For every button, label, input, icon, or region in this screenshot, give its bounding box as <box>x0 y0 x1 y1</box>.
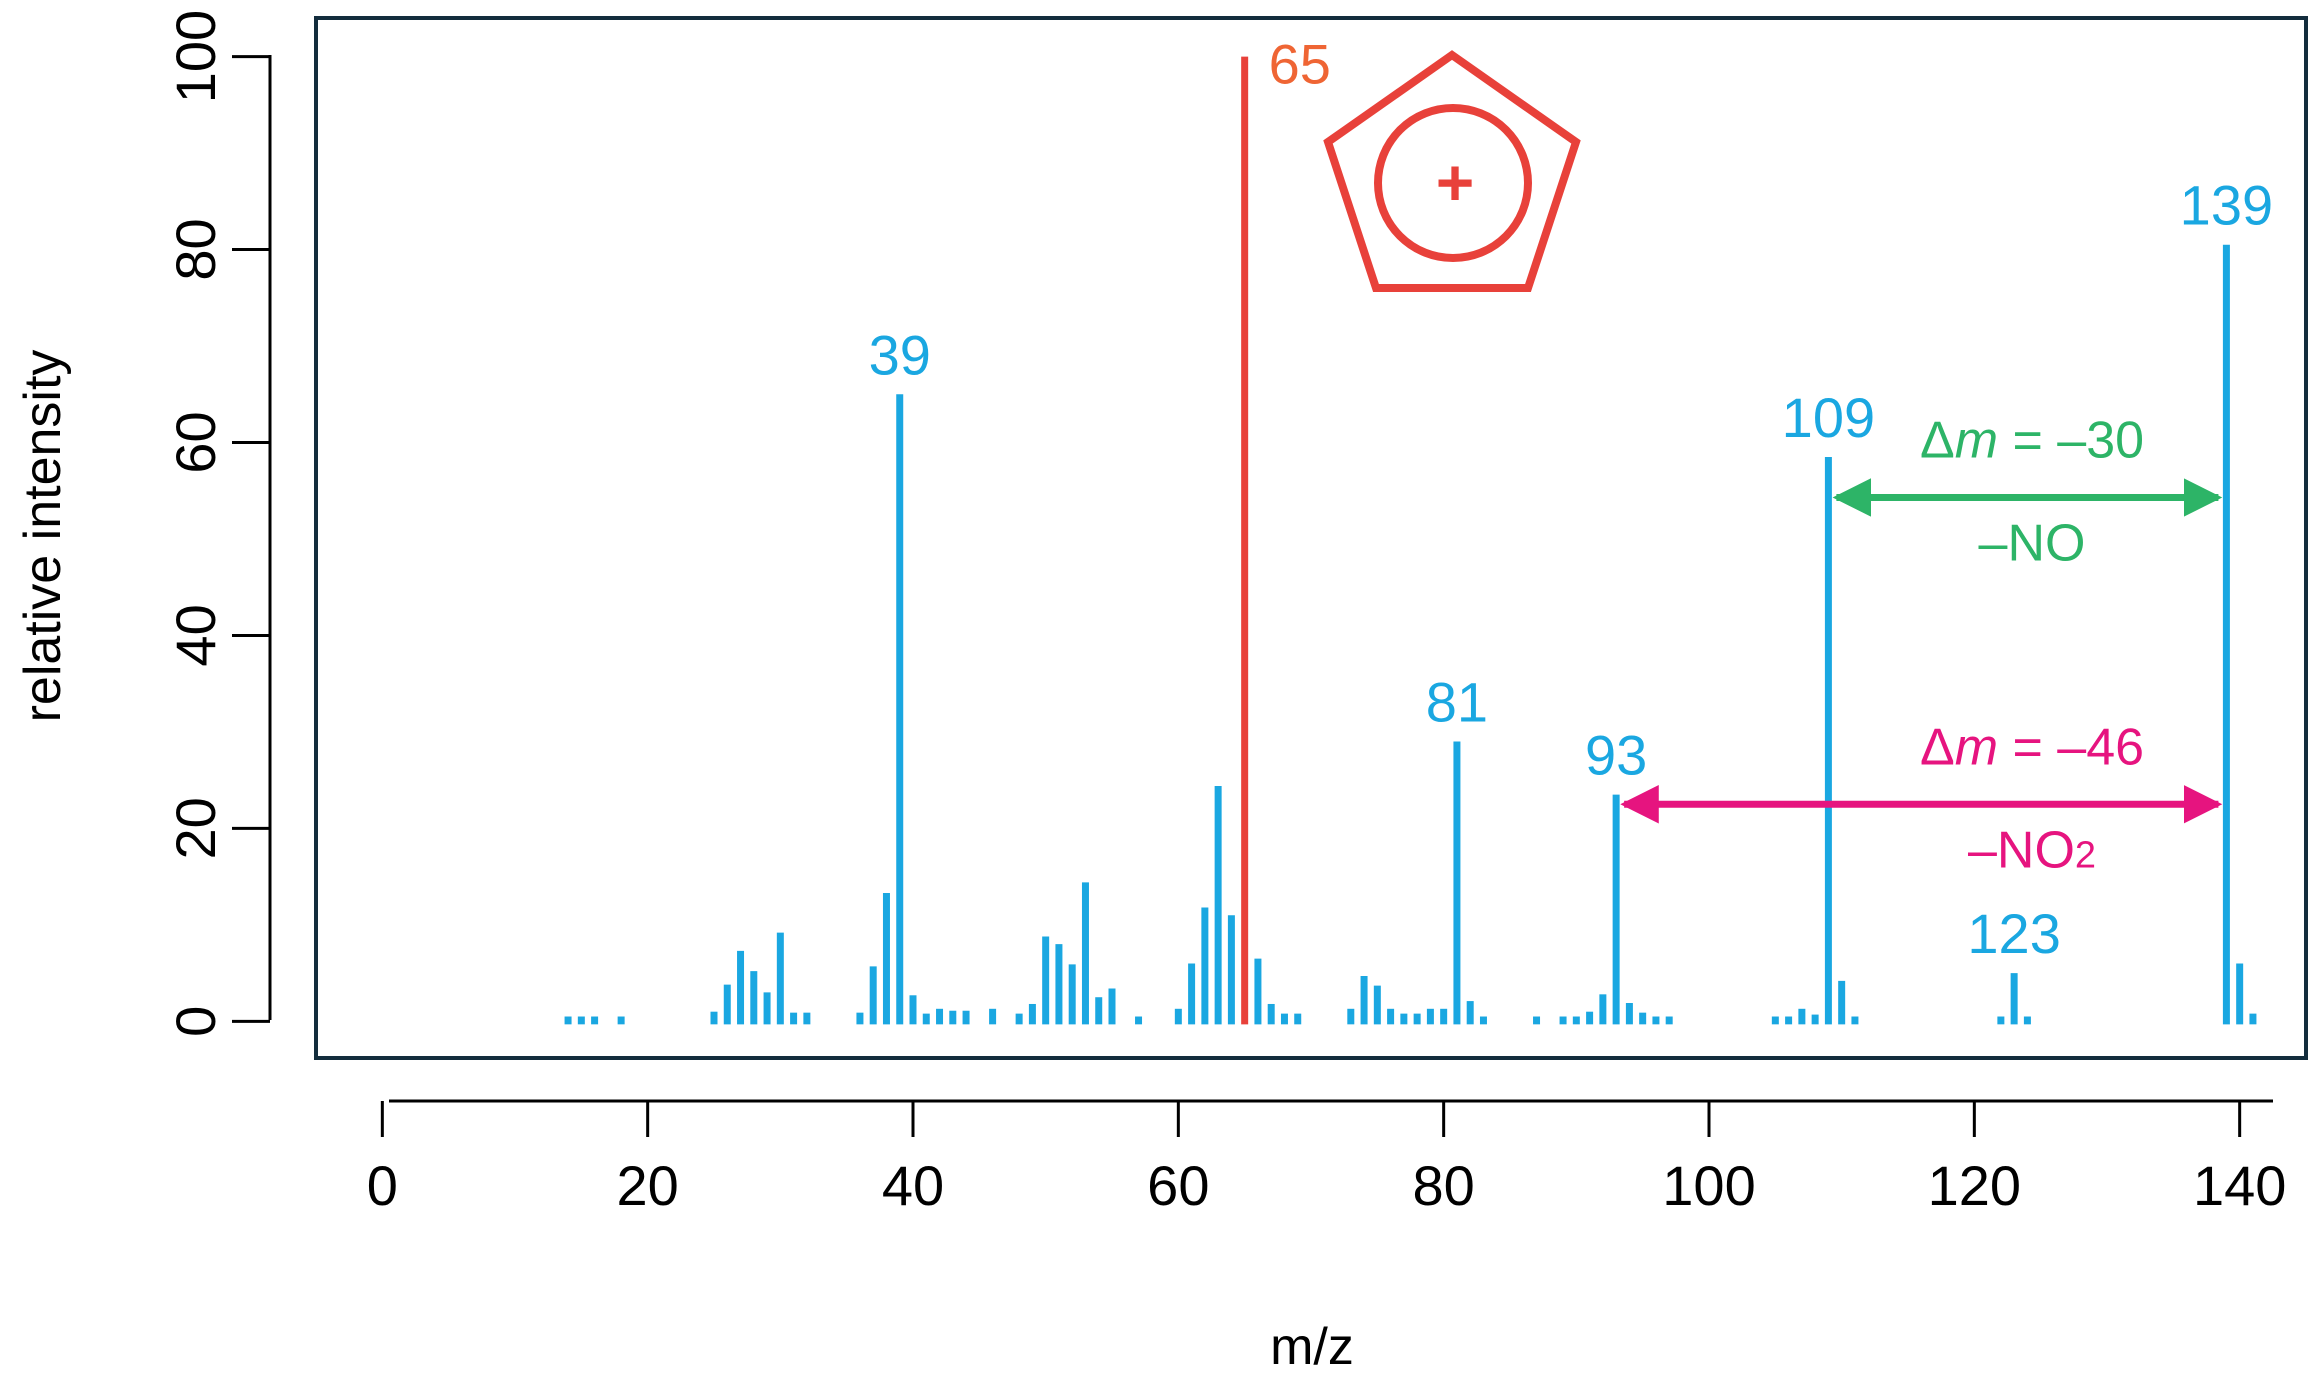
loss-no2-annotation: Δm = –46 –NO2 <box>1620 718 2223 879</box>
y-tick-label: 0 <box>164 1006 227 1037</box>
base-peak-label: 65 <box>1269 33 1331 96</box>
loss-no-delta-var: m <box>1955 411 1998 469</box>
loss-no-annotation: Δm = –30 –NO <box>1832 411 2223 572</box>
loss-no-delta-value: = –30 <box>1998 411 2144 469</box>
pentagon-ring <box>1323 50 1581 292</box>
charge-symbol: + <box>1436 145 1475 219</box>
loss-no-fragment-label: –NO <box>1979 514 2086 572</box>
peak-label-mz-109: 109 <box>1782 386 1875 449</box>
x-tick-label: 100 <box>1662 1154 1755 1217</box>
x-tick-label: 80 <box>1413 1154 1475 1217</box>
x-axis-title: m/z <box>1270 1318 1354 1376</box>
aromatic-circle <box>1374 104 1532 262</box>
y-axis-title: relative intensity <box>14 350 72 723</box>
x-tick-label: 40 <box>882 1154 944 1217</box>
loss-no-delta-prefix: Δ <box>1920 411 1955 469</box>
y-tick-label: 80 <box>164 218 227 280</box>
loss-no2-fragment-main: –NO <box>1968 821 2075 879</box>
x-tick-label: 60 <box>1147 1154 1209 1217</box>
y-tick-label: 20 <box>164 797 227 859</box>
plot-frame <box>314 16 2308 1060</box>
peak-label-mz-123: 123 <box>1967 902 2060 965</box>
x-tick-label: 20 <box>617 1154 679 1217</box>
loss-no2-delta-prefix: Δ <box>1920 718 1955 776</box>
y-tick-label: 100 <box>164 10 227 103</box>
x-tick-label: 120 <box>1928 1154 2021 1217</box>
y-tick-label: 40 <box>164 604 227 666</box>
cyclopentadienyl-structure: + <box>1323 50 1581 292</box>
loss-no2-fragment-subscript: 2 <box>2075 834 2096 876</box>
y-tick-label: 60 <box>164 411 227 473</box>
loss-no2-fragment-label: –NO2 <box>1968 821 2096 879</box>
loss-no2-delta-label: Δm = –46 <box>1920 718 2144 776</box>
peak-label-mz-39: 39 <box>869 323 931 386</box>
loss-no-delta-label: Δm = –30 <box>1920 411 2144 469</box>
peak-label-mz-81: 81 <box>1426 671 1488 734</box>
loss-no2-delta-value: = –46 <box>1998 718 2144 776</box>
x-tick-label: 0 <box>367 1154 398 1217</box>
peak-label-mz-93: 93 <box>1585 724 1647 787</box>
loss-no2-delta-var: m <box>1955 718 1998 776</box>
x-tick-label: 140 <box>2193 1154 2286 1217</box>
peak-label-mz-139: 139 <box>2180 174 2273 237</box>
